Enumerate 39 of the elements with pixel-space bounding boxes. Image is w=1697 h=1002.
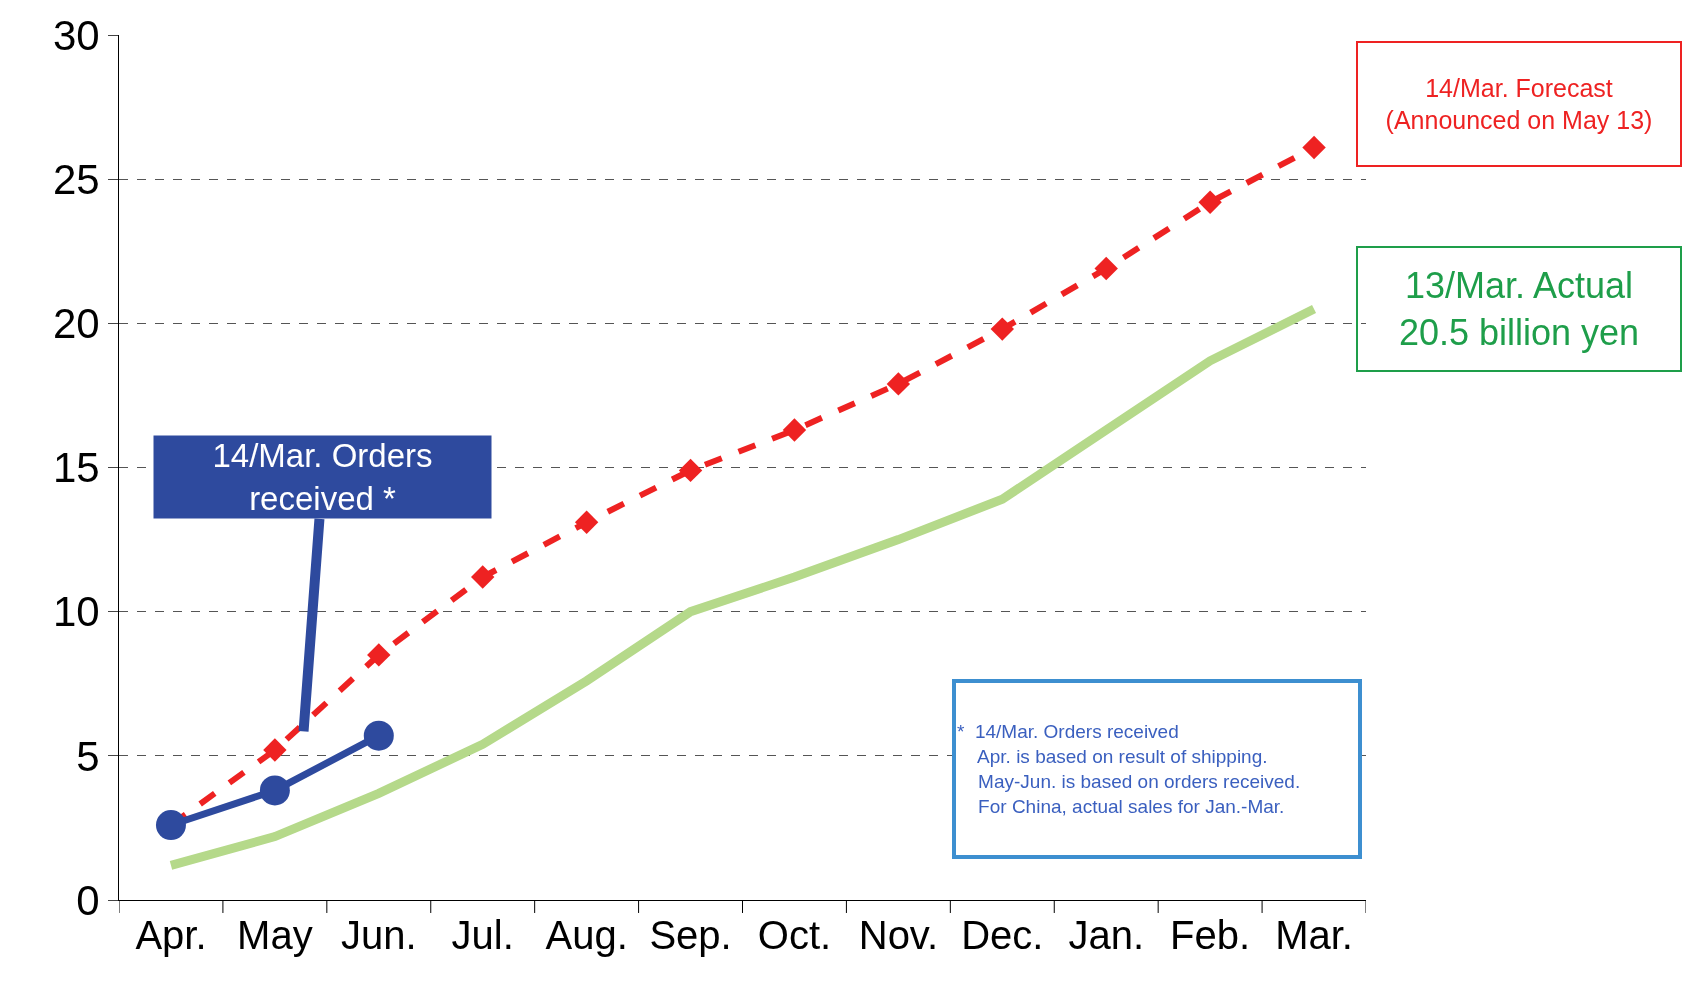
y-tick-label: 5 [76, 732, 100, 780]
callout-orders-received: 14/Mar. Orders received * [153, 435, 492, 732]
annotation: * 14/Mar. Orders received Apr. is based on result of shipping. May-Jun. is based on orders received. For China, actual sales for Jan.-Mar. [957, 721, 1301, 817]
point [1302, 135, 1326, 160]
x-tick-label: Sep. [649, 913, 732, 957]
point [1094, 256, 1118, 281]
y-tick-label: 20 [52, 300, 100, 348]
point [1198, 190, 1222, 214]
point [574, 510, 599, 534]
x-tick-label: Jan. [1068, 913, 1145, 957]
x-tick-label: May [237, 913, 313, 957]
x-tick-label: Jul. [451, 913, 514, 957]
y-tick-label: 25 [52, 155, 100, 203]
x-tick-label: Aug. [545, 913, 628, 957]
point [990, 317, 1014, 341]
x-tick-label: Oct. [757, 913, 832, 957]
x-tick-label: Mar. [1275, 913, 1353, 957]
y-tick-label: 0 [76, 876, 100, 924]
y-tick-label: 15 [52, 444, 100, 492]
point [782, 418, 807, 442]
text: 13/Mar. Actual 20.5 billion yen [1398, 265, 1640, 353]
note-box: * 14/Mar. Orders received Apr. is based on result of shipping. May-Jun. is based on orders received. For China, actual sales for Jan.-Mar. [952, 679, 1362, 859]
point [259, 775, 290, 806]
y-tick-label: 10 [52, 588, 100, 636]
x-tick-label: Jun. [340, 913, 417, 957]
point [678, 458, 703, 483]
x-tick-label: Dec. [961, 913, 1044, 957]
text: 14/Mar. Forecast (Announced on May 13) [1385, 73, 1653, 135]
y-tick-label: 30 [52, 11, 100, 59]
point [367, 643, 391, 667]
point [155, 810, 186, 841]
x-tick-label: Apr. [135, 913, 207, 957]
point [886, 372, 911, 396]
point [363, 720, 394, 751]
x-tick-label: Nov. [858, 913, 939, 957]
x-tick-label: Feb. [1170, 913, 1251, 957]
point [263, 738, 287, 762]
annotation: 14/Mar. Orders received * [212, 437, 433, 517]
point [471, 565, 495, 589]
